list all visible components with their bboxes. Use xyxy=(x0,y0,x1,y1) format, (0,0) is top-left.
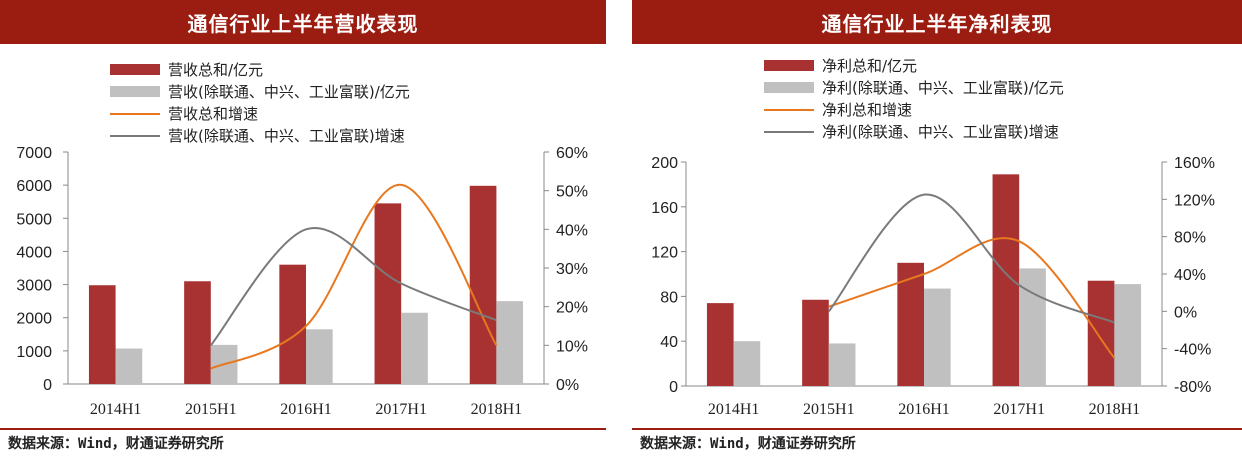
growth-line xyxy=(828,193,1115,324)
growth-line xyxy=(828,237,1116,359)
category-label: 2014H1 xyxy=(90,401,142,418)
bar xyxy=(706,303,734,386)
legend-label: 营收(除联通、中兴、工业富联)/亿元 xyxy=(168,83,410,101)
left-tick-label: 0 xyxy=(669,379,678,396)
bar xyxy=(115,348,143,384)
right-tick-label: 40% xyxy=(1174,267,1206,284)
legend-label: 营收(除联通、中兴、工业富联)增速 xyxy=(168,127,405,145)
bar xyxy=(733,341,761,386)
category-label: 2017H1 xyxy=(993,401,1045,418)
legend-label: 净利(除联通、中兴、工业富联)增速 xyxy=(822,123,1059,141)
source-divider xyxy=(632,428,1242,430)
category-label: 2017H1 xyxy=(375,401,427,418)
right-tick-label: -40% xyxy=(1174,342,1211,359)
source-note: 数据来源：Wind，财通证券研究所 xyxy=(8,436,224,452)
legend-swatch xyxy=(764,60,814,71)
right-tick-label: 20% xyxy=(556,300,588,317)
legend-label: 净利总和/亿元 xyxy=(822,57,917,75)
category-label: 2018H1 xyxy=(1089,401,1141,418)
right-tick-label: 120% xyxy=(1174,192,1215,209)
right-tick-label: 50% xyxy=(556,184,588,201)
category-label: 2018H1 xyxy=(471,401,523,418)
right-tick-label: 40% xyxy=(556,222,588,239)
legend-swatch xyxy=(764,82,814,93)
right-tick-label: -80% xyxy=(1174,379,1211,396)
legend-swatch xyxy=(110,64,160,75)
left-tick-label: 0 xyxy=(43,377,52,394)
left-tick-label: 5000 xyxy=(16,211,52,228)
bar xyxy=(469,185,497,384)
bar xyxy=(828,343,856,386)
left-tick-label: 40 xyxy=(660,334,678,351)
bar xyxy=(924,288,951,386)
bar xyxy=(496,301,524,384)
panel-profit: 通信行业上半年净利表现 净利总和/亿元净利(除联通、中兴、工业富联)/亿元 净利总… xyxy=(632,0,1242,460)
right-tick-label: 0% xyxy=(1174,304,1197,321)
bar xyxy=(897,262,924,386)
chart-title: 通信行业上半年营收表现 xyxy=(0,0,606,44)
left-tick-label: 120 xyxy=(651,245,678,262)
bar xyxy=(802,299,829,386)
right-tick-label: 10% xyxy=(556,338,588,355)
bar xyxy=(401,312,428,384)
bar xyxy=(992,174,1020,386)
left-tick-label: 2000 xyxy=(16,311,52,328)
bar xyxy=(1019,268,1046,386)
profit-chart: 净利总和/亿元净利(除联通、中兴、工业富联)/亿元净利总和增速净利(除联通、中兴… xyxy=(651,57,1215,418)
category-label: 2016H1 xyxy=(898,401,950,418)
left-tick-label: 6000 xyxy=(16,178,52,195)
left-tick-label: 1000 xyxy=(16,344,52,361)
panel-revenue: 通信行业上半年营收表现 营收总和/亿元营收(除联通、中兴、工业富联)/亿元 营收总… xyxy=(0,0,606,460)
bar xyxy=(306,329,333,384)
category-label: 2015H1 xyxy=(185,401,237,418)
bar xyxy=(88,285,116,384)
legend-swatch xyxy=(110,86,160,97)
left-tick-label: 80 xyxy=(660,289,678,306)
left-tick-label: 4000 xyxy=(16,244,52,261)
left-tick-label: 200 xyxy=(651,155,678,172)
right-tick-label: 160% xyxy=(1174,155,1215,172)
chart-title: 通信行业上半年净利表现 xyxy=(632,0,1242,44)
bar xyxy=(1114,284,1142,386)
bar xyxy=(279,264,306,384)
bar xyxy=(374,203,402,384)
revenue-chart: 营收总和/亿元营收(除联通、中兴、工业富联)/亿元营收总和增速营收(除联通、中兴… xyxy=(16,61,588,418)
right-tick-label: 80% xyxy=(1174,230,1206,247)
source-divider xyxy=(0,428,606,430)
growth-line xyxy=(210,226,497,346)
category-label: 2016H1 xyxy=(280,401,332,418)
left-tick-label: 7000 xyxy=(16,145,52,162)
legend-label: 净利(除联通、中兴、工业富联)/亿元 xyxy=(822,79,1064,97)
bar xyxy=(1087,280,1115,386)
growth-line xyxy=(210,183,498,370)
legend-label: 营收总和增速 xyxy=(168,105,258,123)
category-label: 2014H1 xyxy=(708,401,760,418)
source-note: 数据来源：Wind，财通证券研究所 xyxy=(640,436,856,452)
right-tick-label: 30% xyxy=(556,261,588,278)
category-label: 2015H1 xyxy=(803,401,855,418)
right-tick-label: 60% xyxy=(556,145,588,162)
right-tick-label: 0% xyxy=(556,377,579,394)
left-tick-label: 3000 xyxy=(16,278,52,295)
left-tick-label: 160 xyxy=(651,200,678,217)
legend-label: 净利总和增速 xyxy=(822,101,912,119)
legend-label: 营收总和/亿元 xyxy=(168,61,263,79)
bar xyxy=(184,281,211,384)
